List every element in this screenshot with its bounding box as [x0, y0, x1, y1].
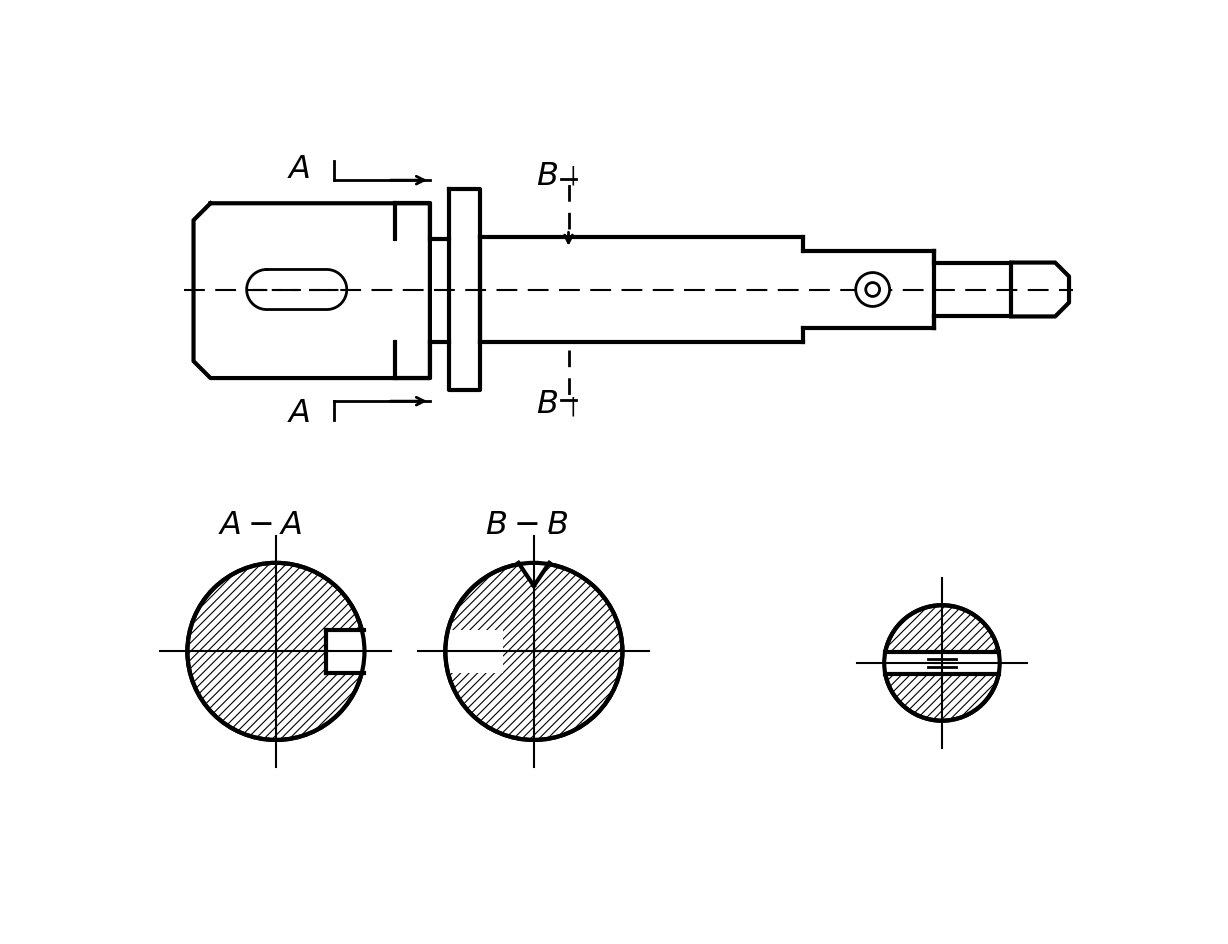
Bar	[325, 631, 503, 673]
Text: $B$: $B$	[535, 389, 558, 419]
Polygon shape	[518, 532, 549, 586]
Text: $B$: $B$	[535, 160, 558, 192]
Circle shape	[884, 605, 1000, 721]
Circle shape	[866, 283, 879, 297]
Circle shape	[856, 273, 889, 307]
Text: $A$: $A$	[287, 397, 311, 429]
Text: |: |	[569, 165, 576, 185]
Text: |: |	[569, 396, 576, 415]
Circle shape	[446, 564, 623, 740]
Circle shape	[188, 564, 365, 740]
Text: $B-B$: $B-B$	[485, 510, 567, 540]
Text: $A-A$: $A-A$	[219, 510, 303, 540]
Text: $A$: $A$	[287, 154, 311, 185]
Bar	[880, 652, 1003, 674]
